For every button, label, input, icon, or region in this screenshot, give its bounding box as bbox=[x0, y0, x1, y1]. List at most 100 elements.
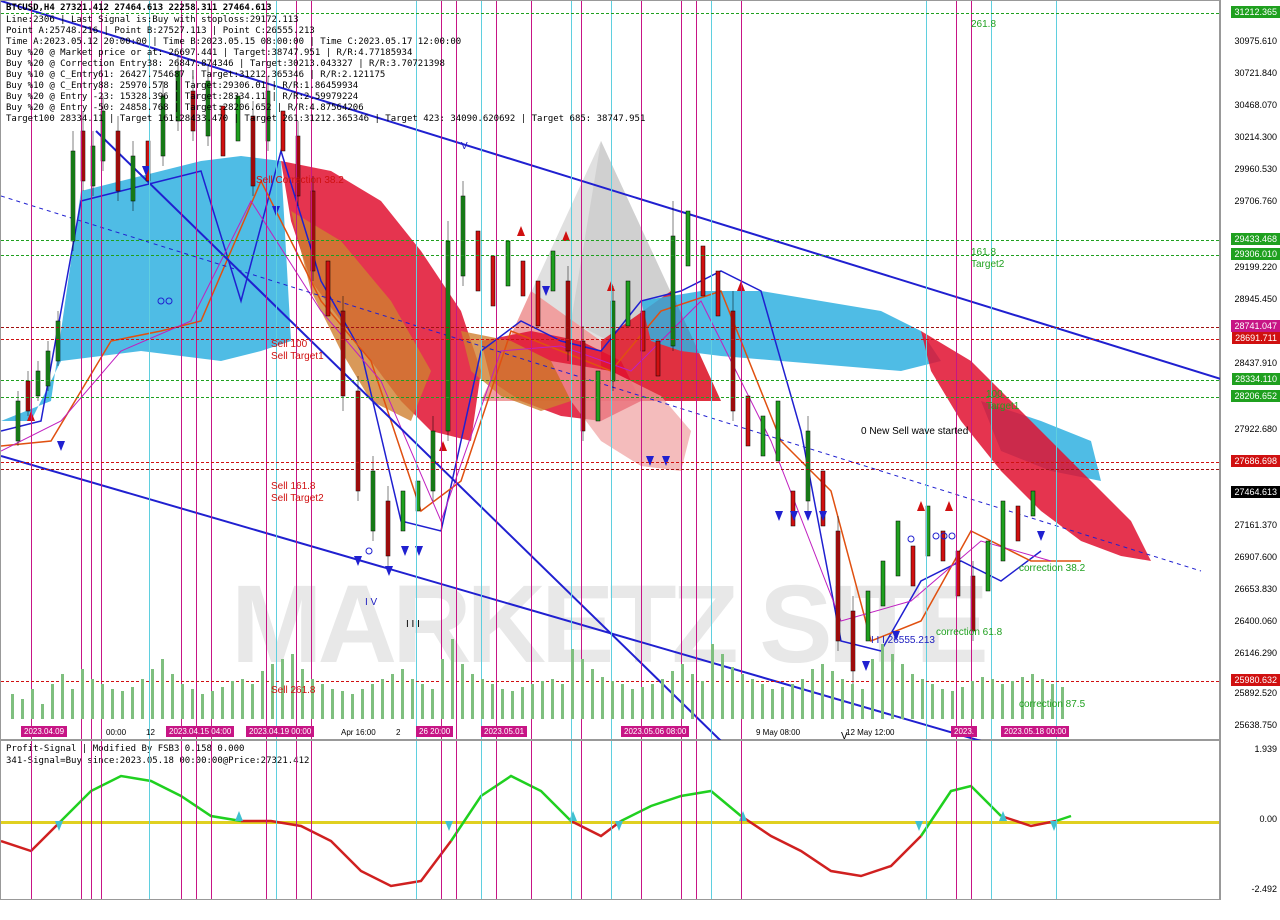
chart-annotation: correction 38.2 bbox=[1019, 563, 1085, 574]
y-tick-label: 30468.070 bbox=[1234, 100, 1277, 110]
main-chart-area[interactable]: MARKETZ SITE bbox=[0, 0, 1220, 740]
x-tick-label: Apr 16:00 bbox=[341, 728, 376, 737]
vertical-line bbox=[149, 741, 150, 899]
volume-bar bbox=[41, 704, 44, 719]
volume-bar bbox=[631, 689, 634, 719]
volume-bar bbox=[411, 679, 414, 719]
volume-bar bbox=[851, 684, 854, 719]
x-tick-label: 2023.04.15 04:00 bbox=[166, 726, 234, 737]
volume-bar bbox=[571, 649, 574, 719]
volume-bar bbox=[651, 684, 654, 719]
volume-bar bbox=[911, 674, 914, 719]
y-tick-label: 0.00 bbox=[1259, 814, 1277, 824]
y-tick-label: 28945.450 bbox=[1234, 294, 1277, 304]
vertical-line bbox=[971, 741, 972, 899]
volume-bar bbox=[671, 671, 674, 719]
volume-bar bbox=[761, 684, 764, 719]
y-tick-label: -2.492 bbox=[1251, 884, 1277, 894]
volume-bar bbox=[521, 687, 524, 719]
volume-bar bbox=[801, 679, 804, 719]
vertical-line bbox=[696, 741, 697, 899]
chart-annotation: Sell Target2 bbox=[271, 493, 324, 504]
volume-bar bbox=[931, 684, 934, 719]
volume-bar bbox=[151, 669, 154, 719]
vertical-line bbox=[211, 741, 212, 899]
volume-bar bbox=[221, 687, 224, 719]
info-line: Time A:2023.05.12 20:00:00 | Time B:2023… bbox=[6, 37, 461, 47]
x-tick-label: 12 bbox=[146, 728, 155, 737]
vertical-line bbox=[31, 741, 32, 899]
volume-bar bbox=[821, 664, 824, 719]
vertical-line bbox=[456, 741, 457, 899]
volume-bar bbox=[501, 689, 504, 719]
volume-bar bbox=[1031, 674, 1034, 719]
y-tick-label: 26653.830 bbox=[1234, 584, 1277, 594]
horizontal-line bbox=[1, 380, 1219, 381]
volume-bar bbox=[961, 687, 964, 719]
volume-bar bbox=[731, 667, 734, 719]
volume-bar bbox=[971, 681, 974, 719]
vertical-line bbox=[711, 1, 712, 739]
x-tick-label: 12 May 12:00 bbox=[846, 728, 894, 737]
vertical-line bbox=[266, 741, 267, 899]
y-tick-label: 27161.370 bbox=[1234, 520, 1277, 530]
y-axis-main: 31212.36530975.61030721.84030468.0703021… bbox=[1220, 0, 1280, 740]
volume-bar bbox=[831, 671, 834, 719]
chart-annotation: V bbox=[461, 141, 468, 152]
info-line: Buy %20 @ Entry -50: 24858.768 | Target:… bbox=[6, 103, 364, 113]
volume-bar bbox=[711, 644, 714, 719]
y-tick-label: 28741.047 bbox=[1231, 320, 1280, 332]
volume-bar bbox=[611, 681, 614, 719]
vertical-line bbox=[276, 741, 277, 899]
volume-bar bbox=[141, 679, 144, 719]
volume-bar bbox=[321, 684, 324, 719]
vertical-line bbox=[926, 1, 927, 739]
y-tick-label: 28206.652 bbox=[1231, 390, 1280, 402]
info-line: Buy %10 @ C_Entry88: 25970.578 | Target:… bbox=[6, 81, 358, 91]
volume-bar bbox=[131, 687, 134, 719]
volume-bar bbox=[721, 654, 724, 719]
volume-bar bbox=[21, 699, 24, 719]
volume-bar bbox=[81, 669, 84, 719]
vertical-line bbox=[91, 741, 92, 899]
volume-bar bbox=[511, 691, 514, 719]
info-line: Target100 28334.11 | Target 161:28433.47… bbox=[6, 114, 645, 124]
y-tick-label: 27464.613 bbox=[1231, 486, 1280, 498]
vertical-line bbox=[311, 741, 312, 899]
x-tick-label: 2023.05.18 00:00 bbox=[1001, 726, 1069, 737]
y-tick-label: 28437.910 bbox=[1234, 358, 1277, 368]
volume-bar bbox=[641, 687, 644, 719]
vertical-line bbox=[481, 741, 482, 899]
vertical-line bbox=[711, 741, 712, 899]
info-line: Line:2306 | Last Signal is:Buy with stop… bbox=[6, 15, 299, 25]
volume-bar bbox=[71, 689, 74, 719]
volume-bar bbox=[681, 664, 684, 719]
vertical-line bbox=[611, 1, 612, 739]
vertical-line bbox=[571, 741, 572, 899]
vertical-line bbox=[926, 741, 927, 899]
vertical-line bbox=[441, 741, 442, 899]
chart-annotation: I V bbox=[365, 597, 377, 608]
vertical-line bbox=[571, 1, 572, 739]
volume-bar bbox=[341, 691, 344, 719]
volume-bar bbox=[541, 681, 544, 719]
volume-bar bbox=[251, 684, 254, 719]
info-line: Buy %20 @ Entry -23: 15328.396 | Target:… bbox=[6, 92, 358, 102]
volume-bar bbox=[31, 689, 34, 719]
horizontal-line bbox=[1, 327, 1219, 328]
x-tick-label: 2023.04.09 bbox=[21, 726, 67, 737]
volume-bar bbox=[91, 679, 94, 719]
horizontal-line bbox=[1, 681, 1219, 682]
vertical-line bbox=[1056, 1, 1057, 739]
x-tick-label: 00:00 bbox=[106, 728, 126, 737]
volume-bar bbox=[371, 684, 374, 719]
volume-bar bbox=[401, 669, 404, 719]
volume-bar bbox=[181, 684, 184, 719]
indicator-panel[interactable]: Profit-Signal | Modified By FSB3 0.158 0… bbox=[0, 740, 1220, 900]
y-tick-label: 29960.530 bbox=[1234, 164, 1277, 174]
volume-bar bbox=[421, 684, 424, 719]
volume-bar bbox=[11, 694, 14, 719]
y-tick-label: 26400.060 bbox=[1234, 616, 1277, 626]
chart-annotation: Sell 100 bbox=[271, 339, 307, 350]
y-tick-label: 29706.760 bbox=[1234, 196, 1277, 206]
